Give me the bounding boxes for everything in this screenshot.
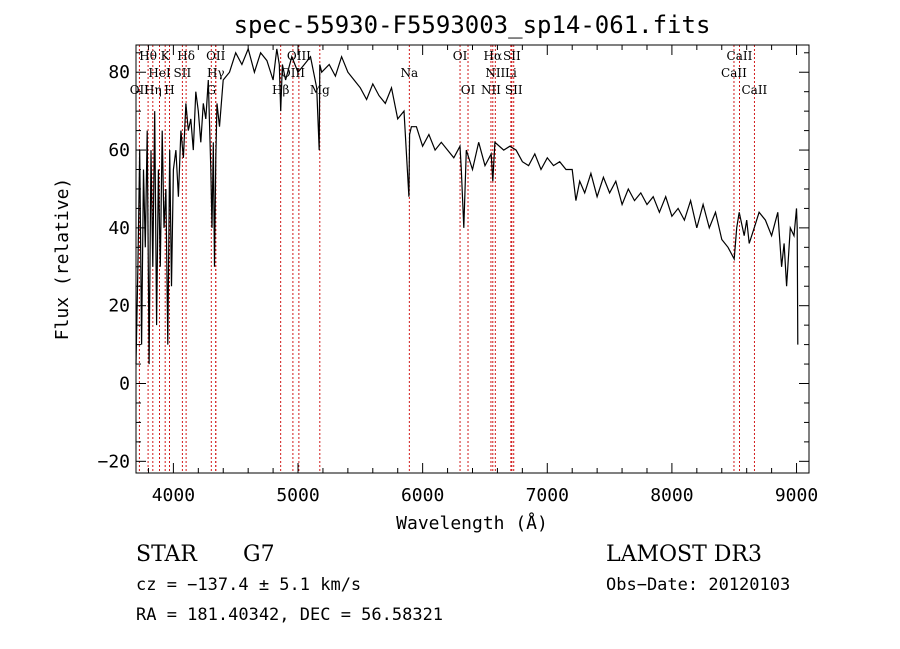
- y-tick-label: 80: [108, 62, 130, 83]
- x-tick-label: 8000: [650, 485, 693, 506]
- marker-label-24: NII: [481, 83, 501, 97]
- object-class: STAR: [136, 542, 198, 567]
- marker-label-3: OII: [206, 49, 226, 63]
- marker-label-0: Hθ: [139, 49, 157, 63]
- x-tick-label: 7000: [526, 485, 569, 506]
- marker-label-6: Hα: [484, 49, 503, 63]
- y-tick-label: 60: [108, 140, 130, 161]
- marker-label-8: CaII: [727, 49, 753, 63]
- x-tick-label: 6000: [401, 485, 444, 506]
- x-axis-ticks: 4000 5000 6000 7000 8000 9000: [147, 45, 818, 506]
- marker-label-1: K: [161, 49, 171, 63]
- object-subclass: G7: [243, 542, 275, 567]
- marker-label-5: OI: [453, 49, 468, 63]
- marker-label-20: G: [206, 83, 216, 97]
- survey-name: LAMOST DR3: [606, 542, 762, 567]
- redshift-velocity: cz = −137.4 ± 5.1 km/s: [136, 575, 361, 595]
- x-tick-label: 5000: [276, 485, 319, 506]
- y-axis-label: Flux (relative): [52, 178, 73, 341]
- plot-frame: [135, 44, 810, 474]
- marker-label-10: SII: [174, 66, 192, 80]
- coordinates: RA = 181.40342, DEC = 56.58321: [136, 605, 443, 625]
- x-tick-label: 9000: [775, 485, 818, 506]
- marker-label-18: Hη: [144, 83, 162, 97]
- marker-label-25: SII: [505, 83, 523, 97]
- y-tick-label: 40: [108, 218, 130, 239]
- marker-label-19: H: [164, 83, 174, 97]
- marker-label-21: Hβ: [272, 83, 289, 97]
- marker-label-13: Na: [400, 66, 418, 80]
- marker-label-7: SII: [503, 49, 521, 63]
- marker-label-23: OI: [461, 83, 476, 97]
- y-tick-label: 0: [119, 374, 130, 395]
- marker-label-16: CaII: [721, 66, 747, 80]
- observation-date: Obs−Date: 20120103: [606, 575, 790, 595]
- x-tick-label: 4000: [152, 485, 195, 506]
- marker-label-11: Hγ: [207, 66, 225, 80]
- y-tick-label: 20: [108, 296, 130, 317]
- y-axis-ticks: −20 0 20 40 60 80: [97, 52, 809, 472]
- marker-label-15: Li: [505, 66, 517, 80]
- marker-label-17: OII: [130, 83, 150, 97]
- marker-label-2: Hδ: [177, 49, 195, 63]
- chart-title: spec-55930-F5593003_sp14-061.fits: [234, 11, 711, 39]
- y-tick-label: −20: [97, 451, 130, 472]
- x-axis-label: Wavelength (Å): [396, 512, 548, 534]
- marker-label-14: NII: [485, 66, 505, 80]
- marker-label-26: CaII: [741, 83, 767, 97]
- emission-line-markers: [138, 45, 755, 473]
- marker-label-9: HeI: [148, 66, 171, 80]
- spectrum-series-line: [135, 47, 799, 365]
